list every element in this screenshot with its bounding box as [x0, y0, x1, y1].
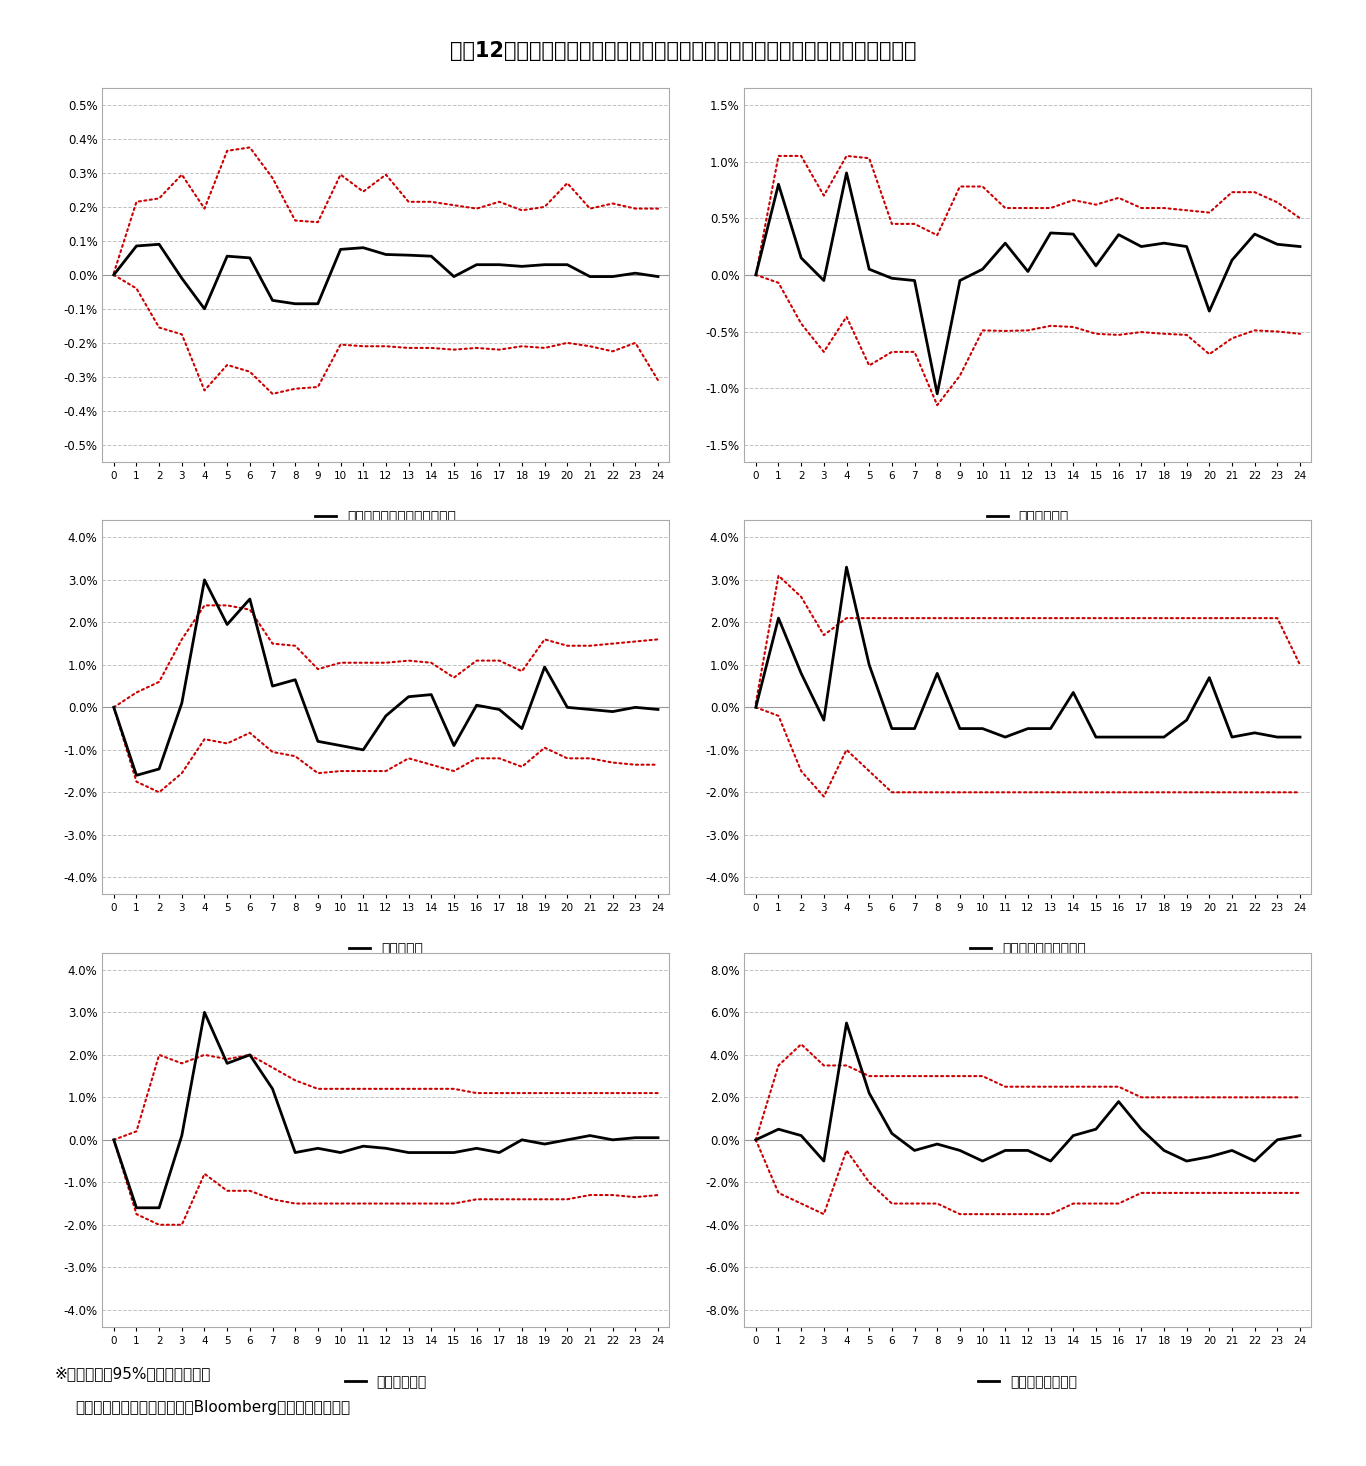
Legend: 株式等残高: 株式等残高: [343, 937, 429, 962]
Legend: 債務証券残高: 債務証券残高: [981, 504, 1075, 529]
Text: 図表12：株式等による資金調達額にショックを与えたときのインパルス応答関数: 図表12：株式等による資金調達額にショックを与えたときのインパルス応答関数: [449, 41, 917, 62]
Legend: 外貨預金残高: 外貨預金残高: [339, 1369, 433, 1394]
Legend: 投資信託受益証券残高: 投資信託受益証券残高: [964, 937, 1091, 962]
Legend: 現預金残高（外貨預金除く）: 現預金残高（外貨預金除く）: [310, 504, 462, 529]
Legend: 対外証券投資残高: 対外証券投資残高: [973, 1369, 1083, 1394]
Text: ※赤い点線は95%信頼区間を示す: ※赤い点線は95%信頼区間を示す: [55, 1366, 210, 1381]
Text: （資料：財務省、日本銀行、Bloombergデータから作成）: （資料：財務省、日本銀行、Bloombergデータから作成）: [75, 1400, 350, 1415]
